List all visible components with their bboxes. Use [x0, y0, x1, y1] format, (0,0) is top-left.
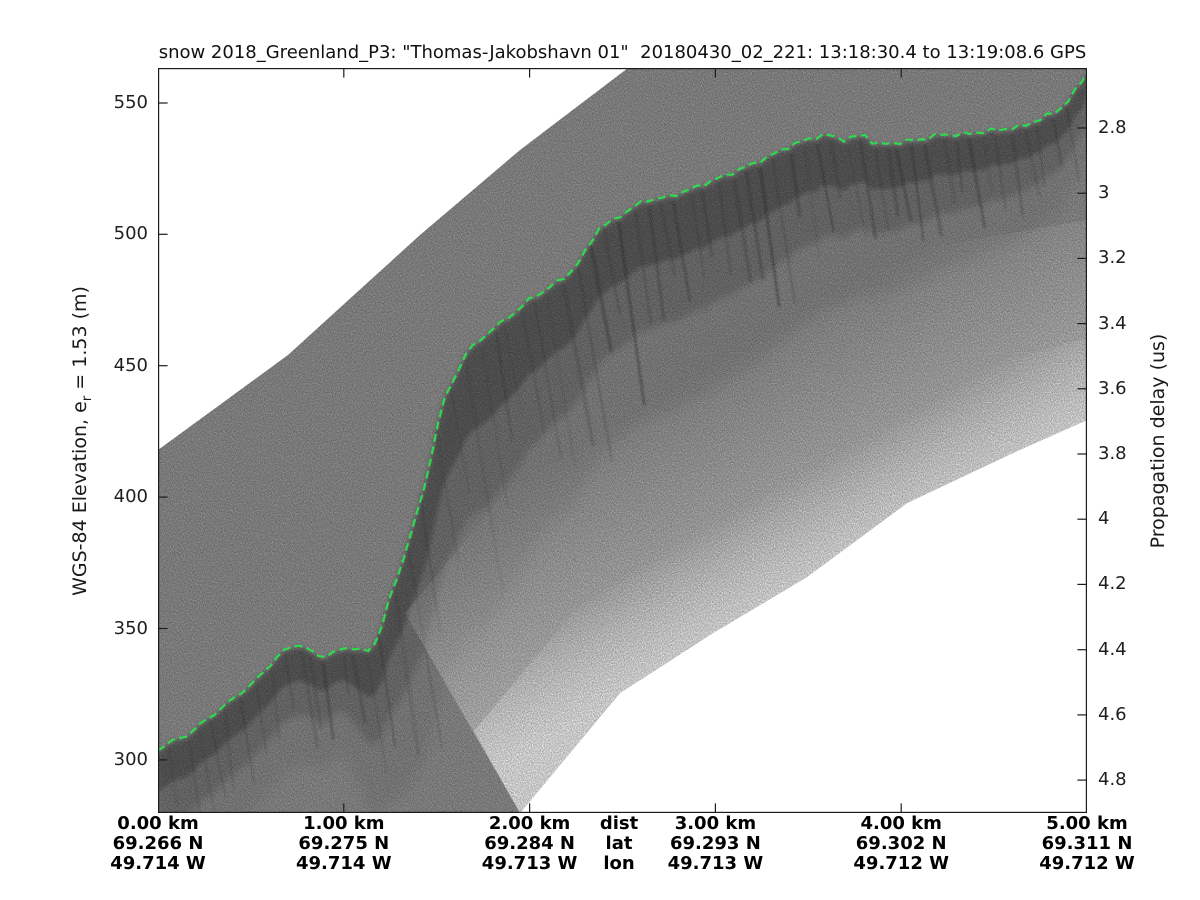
right-tick-label: 3.8: [1098, 443, 1127, 464]
right-tick-label: 4.6: [1098, 704, 1127, 725]
surface-pick-line: [158, 70, 1087, 752]
left-tick-label: 550: [113, 92, 148, 113]
bottom-tick-lat: 69.311 N: [1041, 833, 1133, 854]
bottom-tick-dist: 4.00 km: [860, 813, 942, 834]
bottom-tick-dist: 3.00 km: [674, 813, 757, 834]
right-tick-label: 4.4: [1098, 639, 1127, 660]
right-tick-label: 2.8: [1098, 117, 1127, 138]
right-tick-label: 3.2: [1098, 247, 1127, 268]
speckle-noise: [158, 68, 1087, 813]
bottom-axis-key-row: lat: [605, 833, 633, 854]
bottom-tick-lon: 49.713 W: [667, 853, 764, 874]
bottom-tick-dist: 1.00 km: [303, 813, 385, 834]
bottom-tick-lon: 49.712 W: [853, 853, 949, 874]
bottom-tick-column: 4.00 km 69.302 N 49.712 W: [821, 814, 981, 874]
bottom-axis-key-row: lon: [603, 853, 635, 874]
bottom-tick-lon: 49.714 W: [296, 853, 392, 874]
bottom-tick-lon: 49.713 W: [481, 853, 578, 874]
right-tick-label: 3.4: [1098, 313, 1127, 334]
bottom-tick-column: 3.00 km 69.293 N 49.713 W: [635, 814, 795, 874]
bottom-tick-lat: 69.293 N: [669, 833, 761, 854]
left-tick-label: 500: [113, 223, 148, 244]
plot-title: snow 2018_Greenland_P3: "Thomas-Jakobsha…: [158, 42, 1087, 63]
right-tick-label: 4.2: [1098, 573, 1127, 594]
bottom-tick-column: 2.00 km 69.284 N 49.713 W: [450, 814, 610, 874]
bottom-tick-lat: 69.266 N: [112, 833, 204, 854]
right-tick-label: 3.6: [1098, 378, 1127, 399]
bottom-tick-dist: 0.00 km: [117, 813, 199, 834]
bottom-tick-lon: 49.714 W: [110, 853, 206, 874]
left-axis-label: WGS-84 Elevation, er = 1.53 (m): [69, 286, 95, 596]
axes-box: [158, 68, 1087, 813]
bottom-tick-lat: 69.284 N: [484, 833, 575, 854]
echogram-swath: [158, 68, 1087, 813]
bottom-tick-lat: 69.302 N: [855, 833, 947, 854]
bottom-tick-dist: 2.00 km: [488, 813, 571, 834]
right-tick-label: 4.8: [1098, 769, 1127, 790]
left-tick-label: 450: [113, 355, 148, 376]
left-tick-label: 400: [113, 486, 148, 507]
bottom-tick-column: 5.00 km 69.311 N 49.712 W: [1007, 814, 1167, 874]
bottom-axis-key: dist lat lon: [539, 814, 699, 874]
left-tick-label: 300: [113, 749, 148, 770]
bottom-tick-lon: 49.712 W: [1039, 853, 1135, 874]
left-tick-label: 350: [113, 618, 148, 639]
right-tick-label: 3: [1098, 182, 1110, 203]
left-axis-label-subscript: r: [79, 395, 95, 402]
right-tick-label: 4: [1098, 508, 1110, 529]
echogram-plot-area: [158, 68, 1087, 813]
bottom-axis-key-row: dist: [599, 813, 639, 834]
bottom-tick-column: 1.00 km 69.275 N 49.714 W: [264, 814, 424, 874]
bottom-tick-dist: 5.00 km: [1046, 813, 1128, 834]
bottom-tick-lat: 69.275 N: [298, 833, 390, 854]
bottom-tick-column: 0.00 km 69.266 N 49.714 W: [78, 814, 238, 874]
left-axis-label-tail: = 1.53 (m): [69, 286, 92, 396]
